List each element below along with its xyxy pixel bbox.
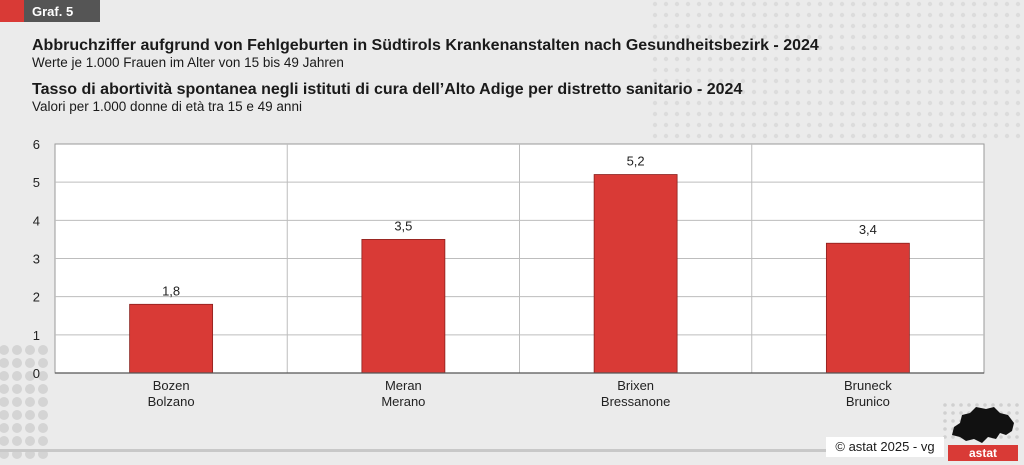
x-tick-label-de: Bruneck — [844, 378, 892, 393]
data-label: 3,5 — [394, 218, 412, 233]
bar — [361, 239, 446, 374]
graph-number-badge: Graf. 5 — [0, 0, 100, 22]
x-tick-label-de: Bozen — [153, 378, 190, 393]
copyright-note: © astat 2025 - vg — [826, 437, 944, 457]
y-tick-label: 1 — [33, 328, 40, 343]
x-tick-label-it: Bressanone — [601, 394, 670, 409]
badge-accent — [0, 0, 24, 22]
chart-subtitle-it: Valori per 1.000 donne di età tra 15 e 4… — [32, 99, 302, 114]
bar — [129, 303, 214, 374]
bar — [593, 174, 678, 374]
chart-title-de: Abbruchziffer aufgrund von Fehlgeburten … — [32, 37, 819, 54]
x-tick-label-it: Bolzano — [148, 394, 195, 409]
bar — [825, 242, 910, 374]
chart-titles: Abbruchziffer aufgrund von Fehlgeburten … — [32, 37, 819, 115]
y-tick-label: 2 — [33, 290, 40, 305]
y-tick-label: 6 — [33, 137, 40, 152]
chart-title-it: Tasso di abortività spontanea negli isti… — [32, 81, 743, 98]
y-tick-label: 0 — [33, 366, 40, 381]
chart-subtitle-de: Werte je 1.000 Frauen im Alter von 15 bi… — [32, 55, 344, 70]
data-label: 3,4 — [859, 222, 877, 237]
y-tick-label: 3 — [33, 252, 40, 267]
x-tick-label-it: Merano — [381, 394, 425, 409]
x-tick-label-de: Meran — [385, 378, 422, 393]
south-tyrol-map-icon — [952, 407, 1014, 443]
graph-number-label: Graf. 5 — [32, 4, 74, 19]
data-label: 5,2 — [627, 154, 645, 169]
footer-bar — [0, 449, 826, 452]
logo-text: astat — [948, 445, 1018, 461]
data-label: 1,8 — [162, 283, 180, 298]
x-tick-label-it: Brunico — [846, 394, 890, 409]
y-tick-label: 4 — [33, 213, 40, 228]
y-tick-label: 5 — [33, 175, 40, 190]
astat-logo: astat — [948, 405, 1018, 461]
x-tick-label-de: Brixen — [617, 378, 654, 393]
